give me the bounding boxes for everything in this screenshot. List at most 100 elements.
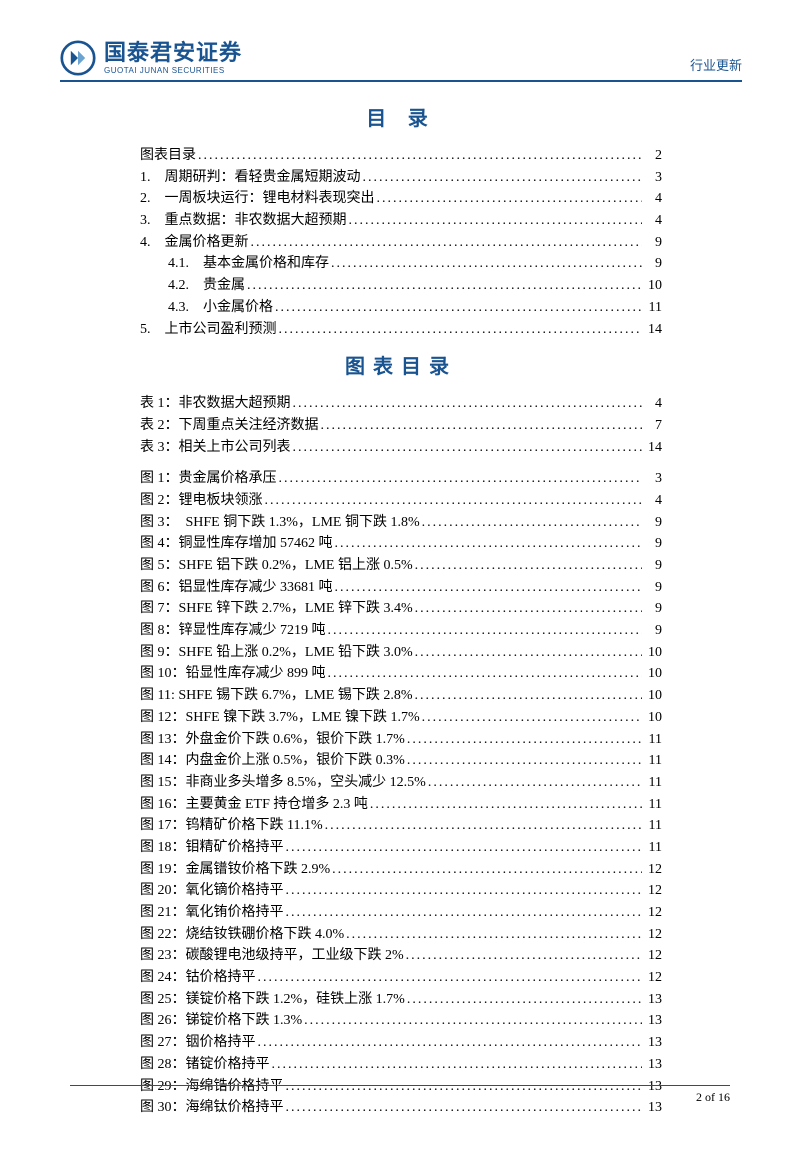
toc-page-number: 10 — [644, 663, 662, 685]
toc-page-number: 11 — [644, 772, 662, 794]
toc-page-number: 10 — [644, 275, 662, 297]
toc-row: 3. 重点数据：非农数据大超预期4 — [140, 210, 662, 232]
toc-page-number: 9 — [644, 512, 662, 534]
toc-leader-dots — [335, 533, 643, 555]
toc-label: 3. 重点数据：非农数据大超预期 — [140, 210, 347, 232]
toc-row: 图 9：SHFE 铅上涨 0.2%，LME 铅下跌 3.0%10 — [140, 642, 662, 664]
toc-page-number: 9 — [644, 555, 662, 577]
toc-page-number: 12 — [644, 880, 662, 902]
toc-row: 图 26：锑锭价格下跌 1.3%13 — [140, 1010, 662, 1032]
toc-row: 图 24：钴价格持平 12 — [140, 967, 662, 989]
toc-page-number: 9 — [644, 253, 662, 275]
toc-row: 图 3： SHFE 铜下跌 1.3%，LME 铜下跌 1.8% 9 — [140, 512, 662, 534]
toc-page-number: 10 — [644, 707, 662, 729]
toc-label: 2. 一周板块运行：锂电材料表现突出 — [140, 188, 375, 210]
toc-row: 图 20：氧化镝价格持平12 — [140, 880, 662, 902]
toc-leader-dots — [414, 685, 642, 707]
logo-text-en: GUOTAI JUNAN SECURITIES — [104, 66, 242, 75]
toc-leader-dots — [415, 642, 642, 664]
toc-row: 图 12：SHFE 镍下跌 3.7%，LME 镍下跌 1.7%10 — [140, 707, 662, 729]
toc-page-number: 11 — [644, 837, 662, 859]
toc-label: 图 16：主要黄金 ETF 持仓增多 2.3 吨 — [140, 794, 368, 816]
toc-row: 图 19：金属镨钕价格下跌 2.9% 12 — [140, 859, 662, 881]
toc-leader-dots — [293, 393, 643, 415]
toc-page-number: 12 — [644, 967, 662, 989]
toc-label: 4. 金属价格更新 — [140, 232, 249, 254]
toc-label: 图 6：铝显性库存减少 33681 吨 — [140, 577, 333, 599]
page-footer: 2 of 16 — [70, 1085, 730, 1105]
toc-page-number: 9 — [644, 533, 662, 555]
toc-leader-dots — [407, 989, 642, 1011]
toc-label: 图 1：贵金属价格承压 — [140, 468, 277, 490]
toc-leader-dots — [332, 859, 642, 881]
toc-row: 图 6：铝显性库存减少 33681 吨9 — [140, 577, 662, 599]
toc-label: 图 4：铜显性库存增加 57462 吨 — [140, 533, 333, 555]
toc-page-number: 4 — [644, 393, 662, 415]
toc-label: 表 2：下周重点关注经济数据 — [140, 415, 319, 437]
toc-label: 图 7：SHFE 锌下跌 2.7%，LME 锌下跌 3.4% — [140, 598, 413, 620]
toc-label: 表 1：非农数据大超预期 — [140, 393, 291, 415]
toc-label: 图 14：内盘金价上涨 0.5%，银价下跌 0.3% — [140, 750, 405, 772]
toc-row: 图 21：氧化铕价格持平12 — [140, 902, 662, 924]
toc-row: 2. 一周板块运行：锂电材料表现突出 4 — [140, 188, 662, 210]
toc-page-number: 12 — [644, 859, 662, 881]
toc-leader-dots — [415, 598, 642, 620]
toc-row: 图 27：铟价格持平13 — [140, 1032, 662, 1054]
toc-label: 图 3： SHFE 铜下跌 1.3%，LME 铜下跌 1.8% — [140, 512, 420, 534]
toc-row: 图 13：外盘金价下跌 0.6%，银价下跌 1.7%11 — [140, 729, 662, 751]
toc-leader-dots — [258, 967, 643, 989]
toc-row: 图 1：贵金属价格承压3 — [140, 468, 662, 490]
toc-label: 图 22：烧结钕铁硼价格下跌 4.0% — [140, 924, 344, 946]
toc-leader-dots — [265, 490, 643, 512]
toc-page-number: 10 — [644, 685, 662, 707]
toc-leader-dots — [286, 837, 643, 859]
toc-row: 图 8：锌显性库存减少 7219 吨9 — [140, 620, 662, 642]
toc-page-number: 2 — [644, 145, 662, 167]
toc-leader-dots — [325, 815, 642, 837]
figure-toc-title: 图表目录 — [60, 350, 742, 379]
toc-leader-dots — [363, 167, 643, 189]
toc-row: 图 7：SHFE 锌下跌 2.7%，LME 锌下跌 3.4% 9 — [140, 598, 662, 620]
toc-leader-dots — [406, 945, 642, 967]
toc-page-number: 9 — [644, 598, 662, 620]
toc-label: 图表目录 — [140, 145, 196, 167]
toc-label: 图 27：铟价格持平 — [140, 1032, 256, 1054]
company-logo-icon — [60, 40, 96, 76]
toc-page-number: 10 — [644, 642, 662, 664]
toc-leader-dots — [293, 437, 643, 459]
toc-leader-dots — [272, 1054, 643, 1076]
toc-label: 图 21：氧化铕价格持平 — [140, 902, 284, 924]
toc-leader-dots — [275, 297, 642, 319]
toc-page-number: 11 — [644, 794, 662, 816]
toc-title: 目 录 — [60, 102, 742, 131]
toc-label: 图 24：钴价格持平 — [140, 967, 256, 989]
toc-leader-dots — [415, 555, 642, 577]
toc-leader-dots — [247, 275, 642, 297]
toc-row: 图 10：铅显性库存减少 899 吨10 — [140, 663, 662, 685]
toc-page-number: 3 — [644, 167, 662, 189]
toc-leader-dots — [286, 880, 643, 902]
toc-row: 图 15：非商业多头增多 8.5%，空头减少 12.5%11 — [140, 772, 662, 794]
header-category: 行业更新 — [690, 55, 742, 76]
toc-page-number: 4 — [644, 188, 662, 210]
toc-row: 图 23：碳酸锂电池级持平，工业级下跌 2%12 — [140, 945, 662, 967]
toc-label: 图 25：镁锭价格下跌 1.2%，硅铁上涨 1.7% — [140, 989, 405, 1011]
toc-row: 4. 金属价格更新9 — [140, 232, 662, 254]
toc-leader-dots — [258, 1032, 643, 1054]
toc-row: 图 25：镁锭价格下跌 1.2%，硅铁上涨 1.7%13 — [140, 989, 662, 1011]
toc-label: 4.1. 基本金属价格和库存 — [168, 253, 329, 275]
toc-label: 4.3. 小金属价格 — [168, 297, 273, 319]
toc-label: 图 19：金属镨钕价格下跌 2.9% — [140, 859, 330, 881]
toc-row: 图 16：主要黄金 ETF 持仓增多 2.3 吨 11 — [140, 794, 662, 816]
toc-label: 图 26：锑锭价格下跌 1.3% — [140, 1010, 302, 1032]
toc-leader-dots — [377, 188, 643, 210]
toc-label: 图 8：锌显性库存减少 7219 吨 — [140, 620, 326, 642]
toc-row: 表 3：相关上市公司列表14 — [140, 437, 662, 459]
toc-page-number: 12 — [644, 924, 662, 946]
toc-page-number: 14 — [644, 437, 662, 459]
toc-page-number: 4 — [644, 490, 662, 512]
toc-label: 图 17：钨精矿价格下跌 11.1% — [140, 815, 323, 837]
toc-row: 图 5：SHFE 铝下跌 0.2%，LME 铝上涨 0.5%9 — [140, 555, 662, 577]
toc-page-number: 11 — [644, 750, 662, 772]
toc-row: 图 28：锗锭价格持平13 — [140, 1054, 662, 1076]
